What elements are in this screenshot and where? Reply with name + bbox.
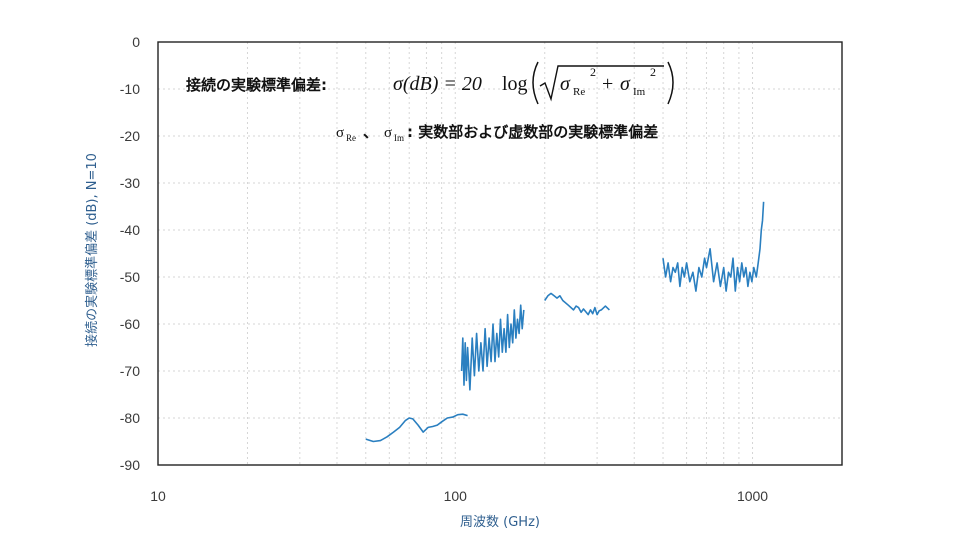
formula-radical xyxy=(539,65,664,102)
y-tick-label: -80 xyxy=(120,410,140,426)
y-tick-label: -10 xyxy=(120,81,140,97)
y-tick-label: -70 xyxy=(120,363,140,379)
y-tick-label: -30 xyxy=(120,175,140,191)
x-tick-label: 100 xyxy=(444,488,468,504)
x-tick-label: 10 xyxy=(150,488,166,504)
formula-log: log xyxy=(502,73,528,95)
annotation2-separator: 、 xyxy=(363,123,378,141)
formula-sub-im: Im xyxy=(633,86,646,98)
series-line-1 xyxy=(365,413,468,443)
y-tick-labels: 0 -10 -20 -30 -40 -50 -60 -70 -80 -90 xyxy=(120,34,140,473)
y-tick-label: -90 xyxy=(120,457,140,473)
x-tick-labels: 10 100 1000 xyxy=(150,488,768,504)
y-tick-label: -20 xyxy=(120,128,140,144)
series-group xyxy=(365,201,765,443)
formula-sup-im: 2 xyxy=(650,65,656,79)
y-tick-label: -50 xyxy=(120,269,140,285)
series-line-4 xyxy=(662,201,765,292)
series-line-3 xyxy=(544,292,610,316)
formula-sub-re: Re xyxy=(573,86,585,98)
y-tick-label: -60 xyxy=(120,316,140,332)
y-tick-label: 0 xyxy=(132,34,140,50)
annotation-label: 接続の実験標準偏差: xyxy=(186,76,327,94)
formula-lhs: σ(dB) = 20 xyxy=(393,73,482,95)
formula-sup-re: 2 xyxy=(590,65,596,79)
annotation2-sigma-im: σ xyxy=(384,125,392,141)
annotation2-sigma-re: σ xyxy=(336,125,344,141)
annotation2-sub-im: Im xyxy=(394,133,404,143)
x-axis-label: 周波数 (GHz) xyxy=(460,515,540,530)
series-line-2 xyxy=(460,304,525,391)
annotation-line2: σ Re 、 σ Im : 実数部および虚数部の実験標準偏差 xyxy=(336,123,658,143)
formula-right-paren xyxy=(667,61,674,105)
y-tick-label: -40 xyxy=(120,222,140,238)
formula-plus: + xyxy=(602,73,613,95)
x-tick-label: 1000 xyxy=(737,488,768,504)
vertical-gridlines xyxy=(246,42,754,465)
y-axis-label: 接続の実験標準偏差 (dB), N=10 xyxy=(84,153,100,347)
formula-left-paren xyxy=(532,61,539,105)
annotation2-sub-re: Re xyxy=(346,133,356,143)
formula: σ(dB) = 20 log σ Re 2 + σ Im 2 xyxy=(393,61,674,105)
formula-sigma-re: σ xyxy=(560,73,571,95)
plot-frame xyxy=(157,41,843,466)
annotation2-text: : 実数部および虚数部の実験標準偏差 xyxy=(407,123,658,141)
formula-sigma-im: σ xyxy=(620,73,631,95)
